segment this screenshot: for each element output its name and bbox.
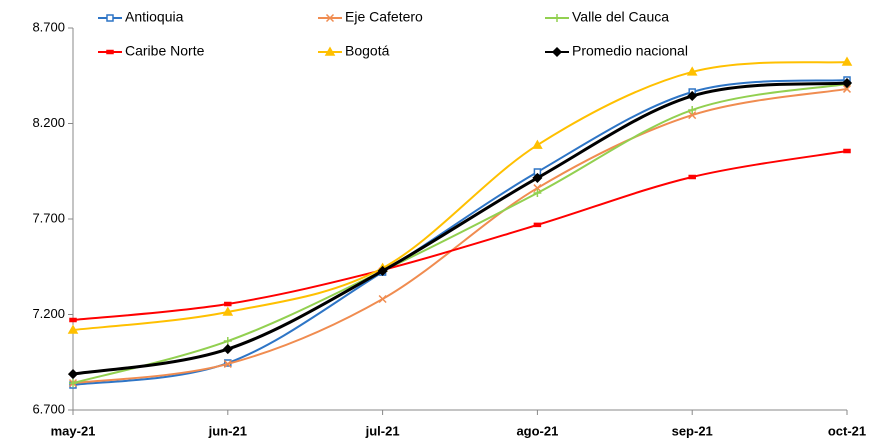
y-tick-label: 7.700	[32, 210, 65, 225]
marker	[69, 317, 77, 323]
marker	[687, 90, 698, 102]
legend-label: Valle del Cauca	[572, 9, 669, 25]
legend-marker	[324, 46, 336, 56]
marker	[843, 148, 851, 154]
legend-marker	[553, 14, 561, 22]
marker	[223, 337, 232, 346]
marker	[688, 174, 696, 180]
x-tick-label: ago-21	[516, 423, 558, 438]
marker	[222, 306, 234, 316]
legend-label: Caribe Norte	[125, 43, 205, 59]
marker	[842, 84, 852, 93]
y-tick-label: 6.700	[32, 401, 65, 416]
marker	[841, 56, 853, 66]
x-tick-label: jul-21	[365, 423, 400, 438]
legend-label: Antioquia	[125, 9, 184, 25]
series-line	[72, 87, 848, 385]
series-line	[72, 81, 848, 376]
y-tick-label: 8.200	[32, 115, 65, 130]
marker	[378, 294, 387, 304]
marker	[533, 222, 542, 228]
legend-marker	[551, 46, 563, 58]
legend-label: Eje Cafetero	[345, 9, 423, 25]
marker	[688, 111, 697, 120]
legend-label: Promedio nacional	[572, 43, 688, 59]
x-tick-label: jun-21	[208, 423, 247, 438]
series-line	[72, 82, 848, 385]
y-tick-label: 7.200	[32, 306, 65, 321]
x-tick-label: sep-21	[672, 423, 713, 438]
marker	[686, 66, 698, 76]
x-tick-label: oct-21	[828, 423, 866, 438]
marker	[69, 379, 77, 388]
marker	[688, 105, 697, 114]
legend-marker	[106, 49, 114, 55]
legend-marker	[325, 13, 335, 23]
marker	[223, 359, 232, 368]
series-line	[72, 150, 848, 322]
legend-label: Bogotá	[345, 43, 390, 59]
marker	[841, 77, 853, 89]
marker	[67, 324, 79, 334]
legend-marker	[106, 14, 114, 22]
marker	[532, 139, 543, 149]
marker	[532, 172, 543, 183]
marker	[533, 184, 542, 193]
marker	[533, 189, 542, 198]
x-tick-label: may-21	[51, 423, 96, 438]
marker	[224, 301, 232, 307]
marker	[222, 344, 233, 355]
marker	[377, 265, 388, 277]
series-line	[72, 61, 848, 331]
marker	[67, 369, 79, 380]
y-tick-label: 8.700	[32, 19, 65, 34]
